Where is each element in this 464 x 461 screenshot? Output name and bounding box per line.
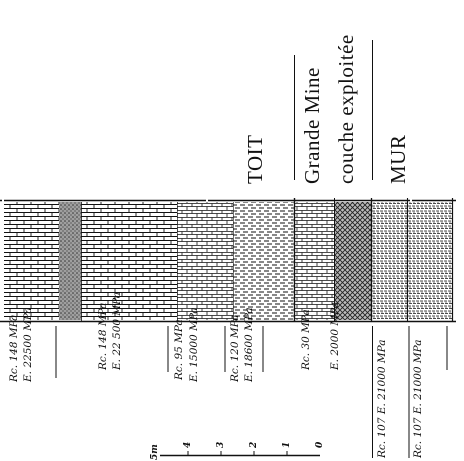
rc-label-toit-1: Rc. 148 MPa xyxy=(97,302,109,370)
scale-label-2: 2 xyxy=(249,441,259,448)
grande-mine-heading: Grande Mine xyxy=(300,67,324,184)
layer-mur-2 xyxy=(408,202,452,320)
scale-label-3: 3 xyxy=(216,441,226,448)
layer-mur-1 xyxy=(371,202,408,320)
e-label-toit-1: E. 22 500 MPa xyxy=(111,291,123,370)
e-label-top: E. 22500 MPa xyxy=(22,307,34,382)
rc-label-couche: Rc. 30 MPa xyxy=(300,309,312,370)
e-label-couche: E. 2000 MPa xyxy=(329,301,341,370)
rc-label-toit-2: Rc. 95 MPa xyxy=(173,319,185,380)
rc-e-label-mur-1: Rc. 107 E. 21000 MPa xyxy=(376,339,388,458)
layer-top-sandstone xyxy=(4,202,59,320)
scale-label-4: 4 xyxy=(183,441,193,448)
layer-dark-band-texture xyxy=(59,202,81,320)
layer-toit-sandstone-2 xyxy=(177,202,233,320)
heading-lines xyxy=(294,40,373,180)
layer-toit-shale xyxy=(233,202,295,320)
toit-heading: TOIT xyxy=(243,134,267,184)
measurement-leaders xyxy=(55,326,448,458)
scale-label-1: 1 xyxy=(282,441,292,448)
layer-exploited-seam xyxy=(335,202,371,320)
layer-transition xyxy=(295,202,335,320)
scale-bar xyxy=(160,451,320,457)
scale-label-0: 0 xyxy=(315,441,325,448)
rc-label-toit-3: Rc. 120 MPa xyxy=(229,314,241,382)
column-boundaries xyxy=(0,198,456,323)
mur-heading: MUR xyxy=(386,134,410,184)
column-layers xyxy=(4,202,452,320)
couche-exploitee-heading: couche exploitée xyxy=(334,34,358,184)
rc-e-label-mur-2: Rc. 107 E. 21000 MPa xyxy=(412,339,424,458)
e-label-toit-2: E. 15000 MPa xyxy=(188,307,200,382)
e-label-toit-3: E. 18600 MPa xyxy=(243,307,255,382)
layer-toit-sandstone-1 xyxy=(81,202,177,320)
scale-unit: 5m xyxy=(150,444,160,460)
rc-label-top: Rc. 148 MPa xyxy=(8,314,20,382)
